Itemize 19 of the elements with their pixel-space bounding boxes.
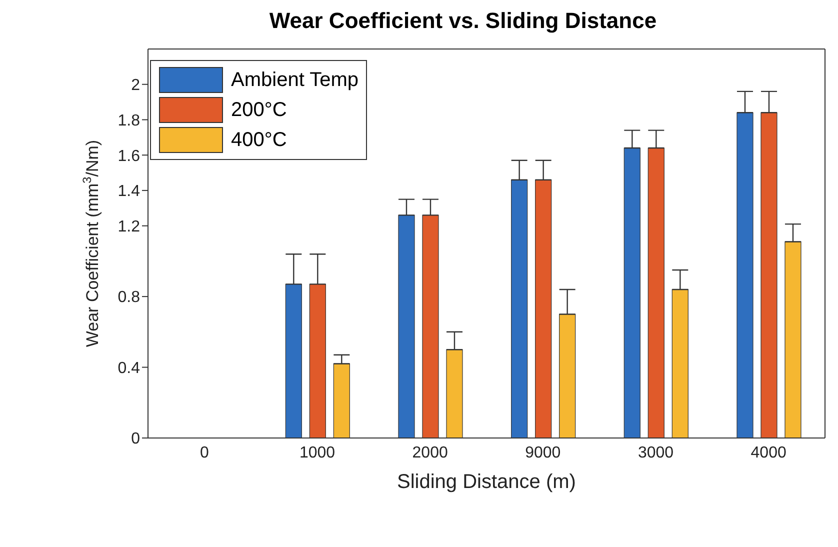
y-tick-label: 0.4 [118, 360, 140, 377]
x-tick-label: 1000 [299, 444, 336, 462]
y-tick-label: 1.6 [118, 148, 140, 165]
legend-label: Ambient Temp [231, 68, 358, 92]
y-tick-label: 1.8 [118, 112, 140, 130]
x-tick-label: 2000 [412, 444, 448, 462]
x-tick-label: 4000 [750, 444, 786, 462]
chart-title: Wear Coefficient vs. Sliding Distance [268, 8, 658, 34]
y-tick-label: 1.2 [118, 218, 140, 236]
y-tick-label: 1.4 [118, 183, 140, 200]
y-tick-label: 0.8 [118, 289, 140, 306]
legend-label: 200°C [231, 98, 287, 122]
x-tick-label: 9000 [525, 444, 561, 462]
x-axis-title: Sliding Distance (m) [397, 471, 576, 493]
y-tick-label: 2 [131, 77, 140, 94]
legend-label: 400°C [231, 128, 287, 152]
x-tick-label: 3000 [638, 444, 674, 462]
x-tick-label: 0 [200, 444, 209, 462]
y-tick-label: 0 [131, 430, 140, 448]
